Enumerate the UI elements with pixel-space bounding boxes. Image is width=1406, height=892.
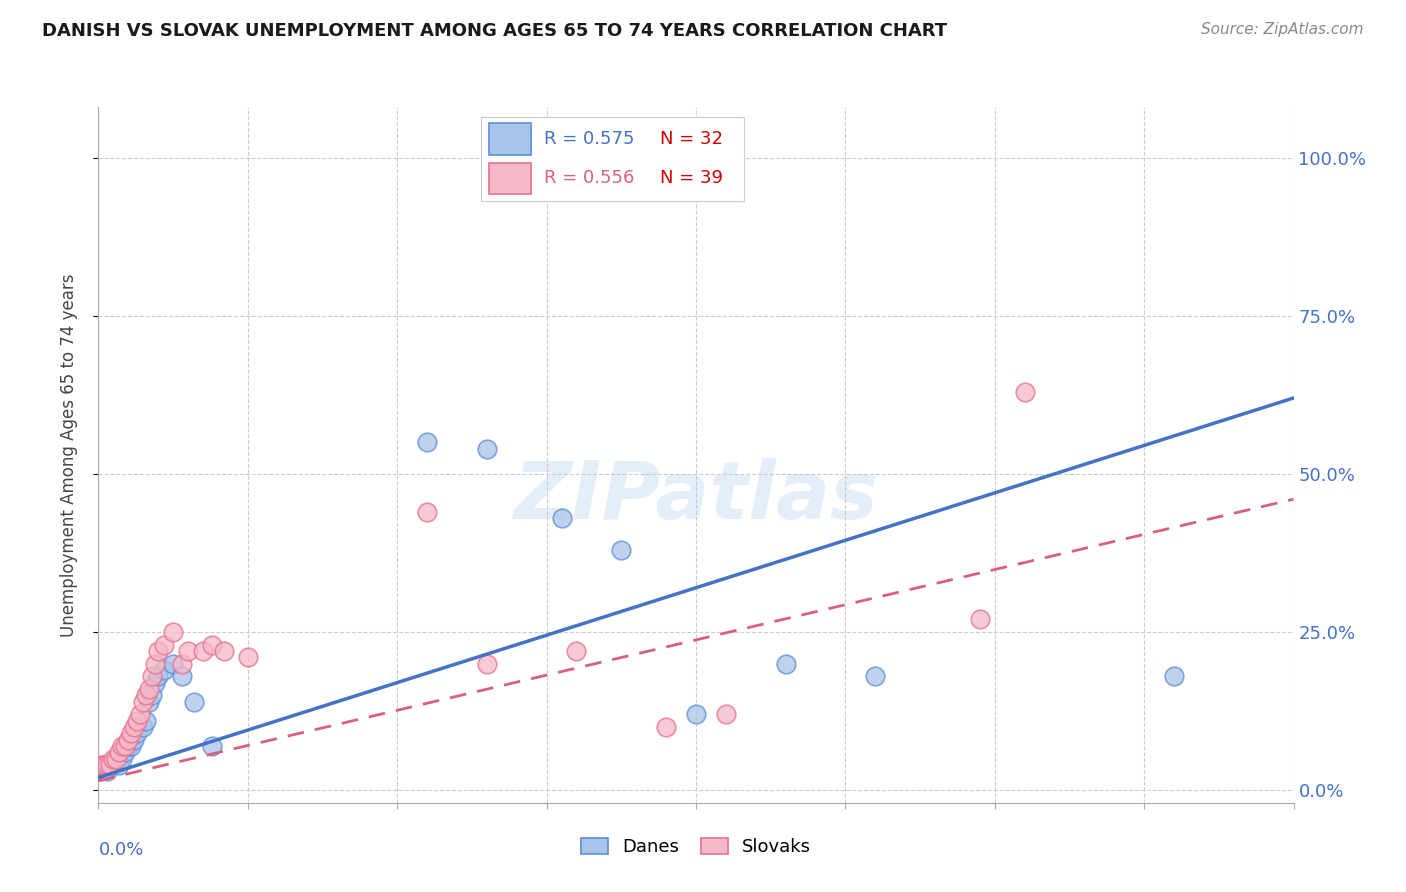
Point	[183, 695, 205, 709]
Point	[475, 442, 498, 456]
Point	[148, 669, 170, 683]
Point	[969, 612, 991, 626]
Point	[685, 707, 707, 722]
Point	[1014, 384, 1036, 399]
Point	[114, 745, 136, 759]
Point	[865, 669, 887, 683]
Point	[93, 757, 115, 772]
Point	[114, 739, 136, 753]
Text: ZIPatlas: ZIPatlas	[513, 458, 879, 536]
Point	[93, 757, 115, 772]
Point	[775, 657, 797, 671]
Point	[177, 644, 200, 658]
Point	[610, 542, 633, 557]
Point	[172, 657, 194, 671]
Text: R = 0.556: R = 0.556	[544, 169, 634, 187]
Point	[129, 707, 152, 722]
Point	[475, 657, 498, 671]
Text: R = 0.575: R = 0.575	[544, 130, 634, 148]
Point	[90, 757, 112, 772]
Point	[90, 764, 112, 779]
Point	[127, 714, 149, 728]
Legend: Danes, Slovaks: Danes, Slovaks	[574, 830, 818, 863]
Point	[143, 675, 166, 690]
Point	[120, 739, 142, 753]
Point	[416, 435, 439, 450]
Point	[236, 650, 259, 665]
Point	[111, 751, 134, 765]
Point	[117, 732, 139, 747]
Point	[103, 751, 125, 765]
Point	[191, 644, 214, 658]
Point	[138, 681, 160, 696]
Text: DANISH VS SLOVAK UNEMPLOYMENT AMONG AGES 65 TO 74 YEARS CORRELATION CHART: DANISH VS SLOVAK UNEMPLOYMENT AMONG AGES…	[42, 22, 948, 40]
Point	[120, 726, 142, 740]
Point	[100, 757, 122, 772]
Point	[96, 757, 118, 772]
Point	[162, 625, 184, 640]
Point	[96, 764, 118, 779]
Point	[117, 739, 139, 753]
Point	[135, 714, 157, 728]
Point	[100, 757, 122, 772]
Point	[201, 638, 224, 652]
Point	[105, 751, 128, 765]
Text: N = 32: N = 32	[659, 130, 723, 148]
Point	[111, 739, 134, 753]
Point	[124, 720, 146, 734]
Point	[1163, 669, 1185, 683]
Point	[132, 695, 155, 709]
Point	[153, 638, 176, 652]
Text: 0.0%: 0.0%	[98, 841, 143, 859]
Point	[416, 505, 439, 519]
Point	[143, 657, 166, 671]
Point	[108, 757, 131, 772]
Point	[138, 695, 160, 709]
Point	[153, 663, 176, 677]
Point	[141, 669, 163, 683]
Point	[135, 688, 157, 702]
Y-axis label: Unemployment Among Ages 65 to 74 years: Unemployment Among Ages 65 to 74 years	[59, 273, 77, 637]
Point	[714, 707, 737, 722]
Bar	[489, 123, 531, 155]
Point	[124, 732, 146, 747]
Point	[132, 720, 155, 734]
Point	[141, 688, 163, 702]
Point	[550, 511, 572, 525]
Point	[127, 726, 149, 740]
Text: Source: ZipAtlas.com: Source: ZipAtlas.com	[1201, 22, 1364, 37]
Point	[201, 739, 224, 753]
Point	[655, 720, 678, 734]
Point	[162, 657, 184, 671]
Point	[565, 644, 588, 658]
Text: N = 39: N = 39	[659, 169, 723, 187]
Point	[108, 745, 131, 759]
Point	[148, 644, 170, 658]
Point	[105, 751, 128, 765]
Bar	[489, 162, 531, 194]
Point	[172, 669, 194, 683]
Point	[103, 757, 125, 772]
Point	[212, 644, 235, 658]
